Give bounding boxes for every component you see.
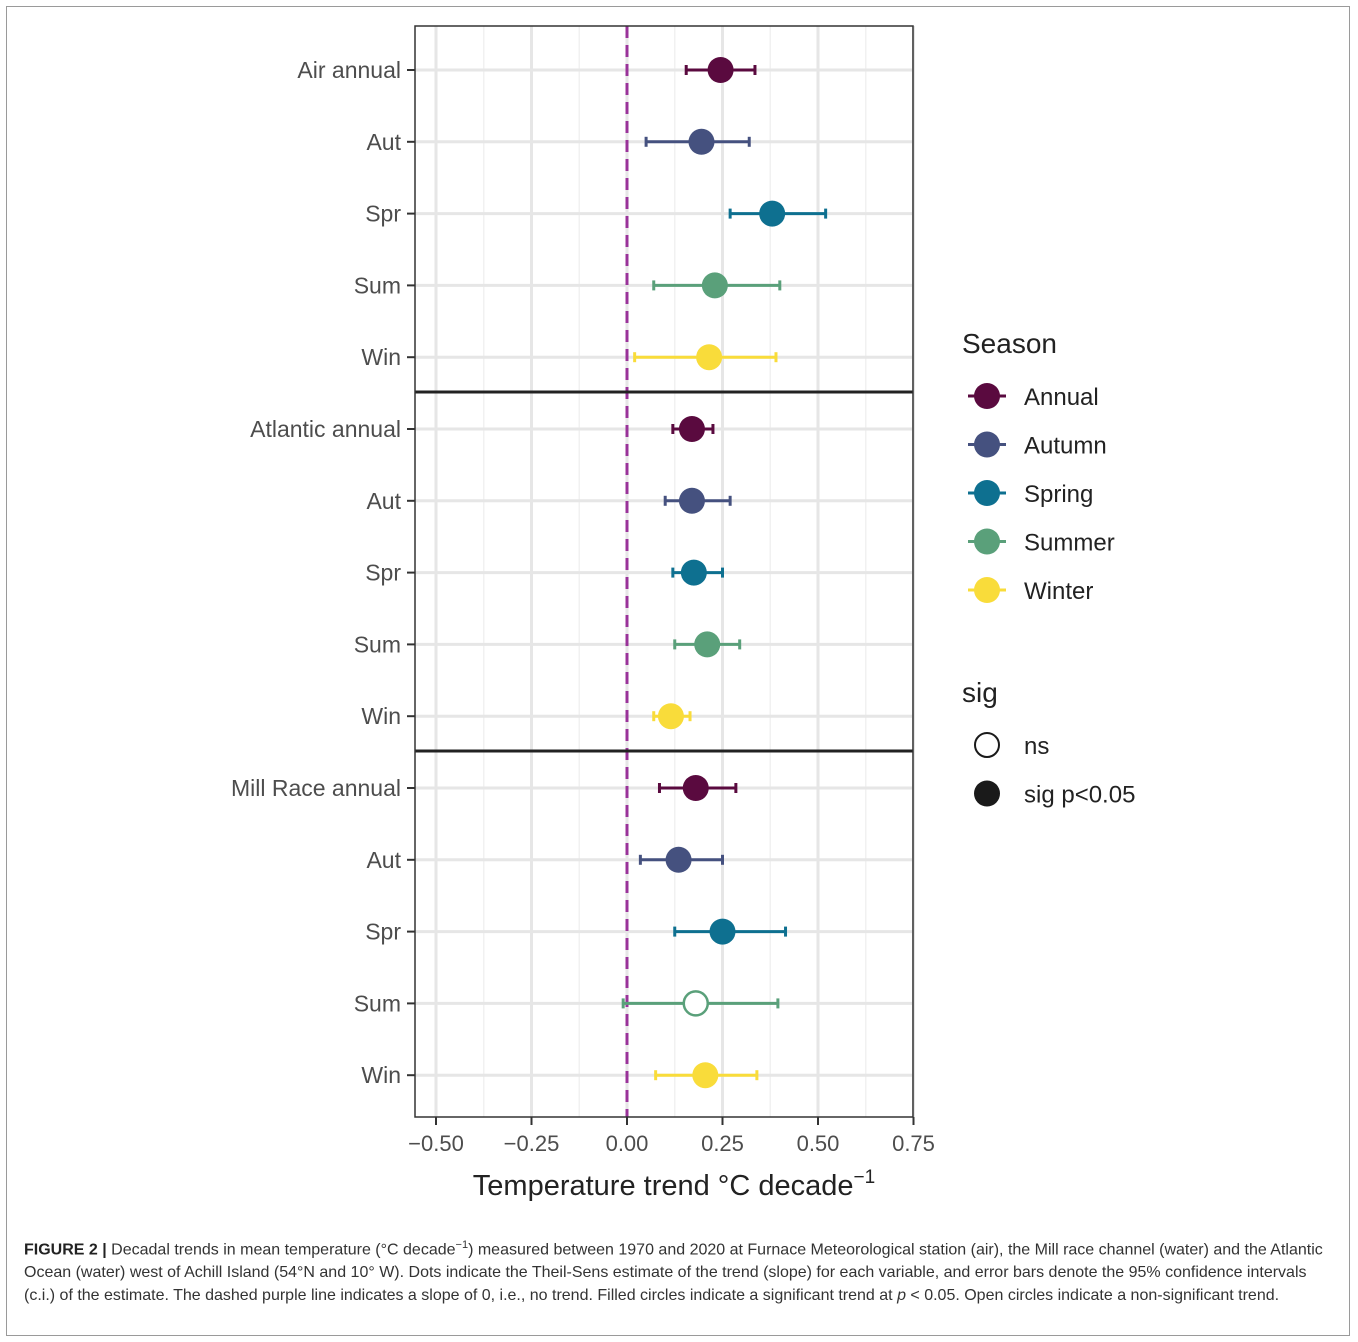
estimate-point bbox=[688, 128, 715, 155]
y-tick-label: Aut bbox=[366, 488, 401, 514]
y-tick-label: Spr bbox=[365, 560, 401, 586]
estimate-point bbox=[678, 487, 705, 514]
estimate-point bbox=[682, 775, 709, 801]
x-tick-label: 0.75 bbox=[892, 1131, 935, 1156]
caption-text-2: ) measured between 1970 and 2020 at Furn… bbox=[24, 1241, 1323, 1305]
legend-season-label: Spring bbox=[1024, 481, 1093, 508]
estimate-point bbox=[696, 344, 723, 371]
legend-key-point bbox=[974, 577, 1000, 603]
x-tick-label: −0.25 bbox=[504, 1131, 560, 1156]
y-tick-label: Air annual bbox=[297, 57, 401, 83]
legend-key-point bbox=[974, 383, 1000, 409]
legend-sig-label: sig p<0.05 bbox=[1024, 782, 1135, 809]
legend-sig-title: sig bbox=[962, 677, 998, 708]
y-tick-label: Atlantic annual bbox=[250, 416, 401, 442]
estimate-point bbox=[657, 703, 684, 730]
y-tick-label: Spr bbox=[365, 919, 401, 945]
y-tick-label: Sum bbox=[354, 272, 401, 298]
estimate-point bbox=[759, 200, 786, 227]
y-tick-label: Win bbox=[361, 1062, 401, 1088]
estimate-point bbox=[680, 559, 707, 586]
legend-key-point bbox=[974, 528, 1000, 555]
estimate-point bbox=[694, 631, 721, 658]
y-tick-label: Sum bbox=[354, 990, 401, 1016]
y-tick-label: Spr bbox=[365, 201, 401, 227]
y-tick-label: Aut bbox=[366, 847, 401, 873]
legend-season-label: Summer bbox=[1024, 530, 1115, 557]
grid-layer bbox=[415, 26, 915, 1117]
legend-sig-point-open bbox=[974, 732, 1000, 758]
figure-frame bbox=[6, 6, 1350, 1336]
legend-season-label: Autumn bbox=[1024, 433, 1107, 460]
estimate-point bbox=[709, 918, 736, 945]
caption-label: FIGURE 2 | bbox=[24, 1241, 107, 1259]
x-tick-label: −0.50 bbox=[408, 1131, 464, 1156]
x-tick-label: 0.00 bbox=[606, 1131, 649, 1156]
caption-text-1: Decadal trends in mean temperature (°C d… bbox=[106, 1241, 456, 1259]
panel-border bbox=[414, 25, 914, 1118]
legend: Season Annual Autumn Spring Summer Winter sign… bbox=[962, 328, 1135, 809]
estimate-point bbox=[665, 846, 692, 873]
separator-layer bbox=[415, 390, 913, 753]
figure-caption: FIGURE 2 | Decadal trends in mean temper… bbox=[24, 1234, 1334, 1307]
legend-sig-point-filled bbox=[974, 780, 1000, 807]
estimate-point bbox=[678, 416, 705, 442]
data-layer bbox=[621, 57, 828, 1089]
estimate-point bbox=[701, 272, 728, 299]
estimate-point bbox=[707, 57, 734, 83]
caption-p-italic: p bbox=[897, 1287, 906, 1305]
x-tick-label: 0.50 bbox=[797, 1131, 840, 1156]
x-tick-label: 0.25 bbox=[701, 1131, 744, 1156]
y-tick-label: Mill Race annual bbox=[231, 775, 401, 801]
caption-text-3: < 0.05. Open circles indicate a non-sign… bbox=[905, 1287, 1280, 1305]
legend-sig-label: ns bbox=[1024, 733, 1049, 760]
y-tick-label: Win bbox=[361, 703, 401, 729]
legend-key-point bbox=[974, 431, 1000, 458]
legend-season-label: Annual bbox=[1024, 384, 1099, 411]
x-axis-title: Temperature trend °C decade−1 bbox=[473, 1167, 875, 1202]
y-tick-label: Aut bbox=[366, 129, 401, 155]
estimate-point bbox=[692, 1062, 719, 1089]
legend-key-point bbox=[974, 480, 1000, 506]
estimate-point-open bbox=[682, 990, 710, 1017]
caption-superscript: −1 bbox=[455, 1239, 469, 1251]
y-tick-label: Sum bbox=[354, 631, 401, 657]
axis-layer: Air annual Aut Spr Sum Win Atlantic annual Aut… bbox=[231, 57, 935, 1156]
trend-chart: Air annual Aut Spr Sum Win Atlantic annual Aut… bbox=[231, 25, 1135, 1202]
legend-season-title: Season bbox=[962, 328, 1057, 359]
y-tick-label: Win bbox=[361, 344, 401, 370]
legend-season-label: Winter bbox=[1024, 578, 1093, 605]
